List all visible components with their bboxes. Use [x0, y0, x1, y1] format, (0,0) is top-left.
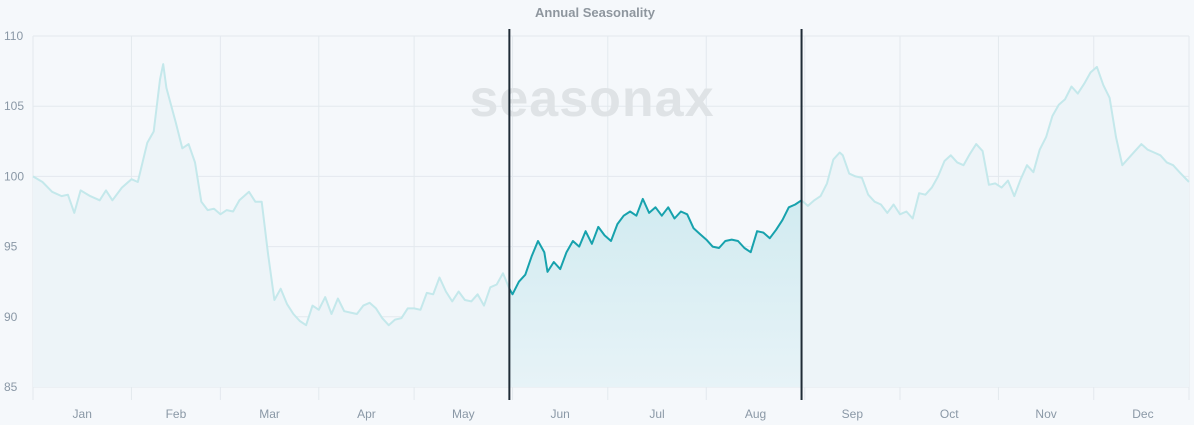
x-tick-label-jul: Jul	[649, 407, 664, 421]
x-tick-label-mar: Mar	[259, 407, 280, 421]
x-tick-label-may: May	[452, 407, 475, 421]
y-tick-label: 90	[4, 310, 18, 324]
x-tick-label-aug: Aug	[745, 407, 766, 421]
x-tick-label-jun: Jun	[551, 407, 570, 421]
highlight-dividers	[508, 29, 803, 400]
series-line-before	[32, 63, 510, 327]
y-tick-label: 105	[4, 99, 24, 113]
y-tick-label: 110	[4, 29, 23, 43]
area-fills	[33, 64, 1189, 387]
x-tick-label-oct: Oct	[940, 407, 959, 421]
y-tick-label: 85	[4, 380, 18, 394]
seasonax-watermark-logo: seasonax	[469, 70, 714, 128]
area-fill-before	[33, 64, 510, 387]
series-line-after	[801, 65, 1190, 220]
x-tick-label-jan: Jan	[73, 407, 92, 421]
x-tick-label-sep: Sep	[842, 407, 864, 421]
x-tick-label-dec: Dec	[1132, 407, 1153, 421]
series-line-highlight	[509, 197, 802, 296]
x-tick-label-nov: Nov	[1035, 407, 1056, 421]
series-lines	[32, 63, 1190, 327]
area-fill-after	[801, 66, 1189, 387]
y-tick-label: 100	[4, 169, 24, 183]
x-tick-label-apr: Apr	[357, 407, 376, 421]
area-fill-highlight	[509, 198, 802, 387]
y-tick-label: 95	[4, 240, 18, 254]
y-axis-ticks: 85 90 95 100 105 110	[4, 29, 24, 394]
chart-title: Annual Seasonality	[535, 5, 656, 20]
x-axis-ticks: Jan Feb Mar Apr May Jun Jul Aug Sep Oct Nov Dec	[73, 407, 1154, 421]
x-tick-label-feb: Feb	[166, 407, 187, 421]
